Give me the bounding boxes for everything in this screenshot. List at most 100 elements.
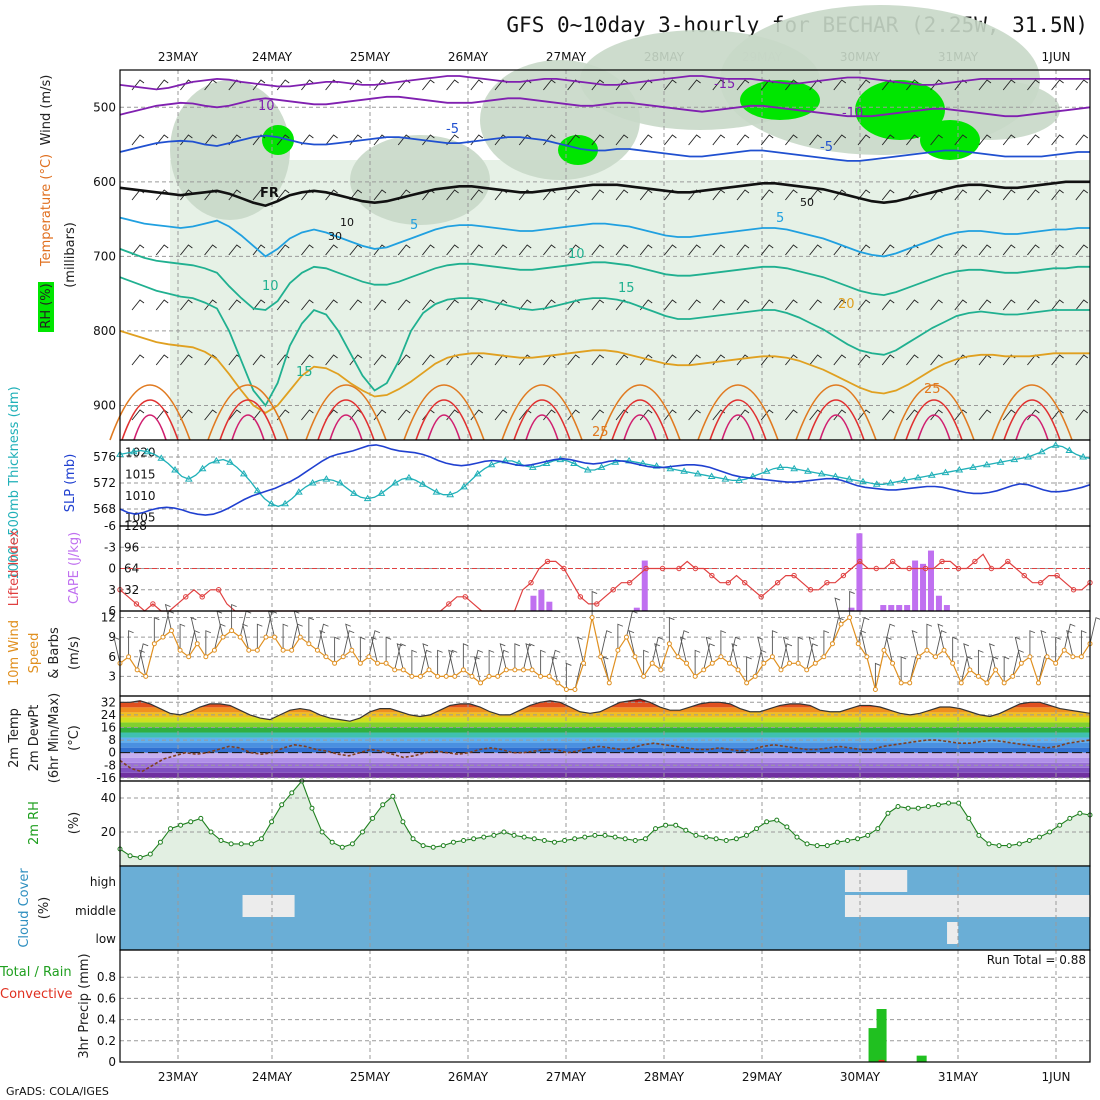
wind-speed-marker	[632, 654, 638, 660]
wind-speed-marker	[1027, 654, 1033, 660]
surface-wind-barb	[113, 636, 121, 664]
wind-barb	[397, 299, 411, 311]
surface-wind-barb	[256, 623, 263, 651]
wind-barb	[954, 409, 968, 421]
wind-barb	[1075, 244, 1089, 256]
rh-area-fill	[120, 781, 1090, 866]
wind-barb	[204, 244, 217, 256]
rh2m-unit-label: (%)	[67, 812, 82, 835]
isotherm-arc	[219, 399, 277, 441]
rh-marker	[410, 836, 416, 842]
rh-marker	[703, 834, 709, 840]
wind-barb	[325, 244, 338, 256]
wind-barb	[131, 409, 145, 421]
precip-bar	[916, 1055, 927, 1062]
wind-barb	[881, 409, 895, 421]
y-tick-label: -3	[104, 540, 116, 554]
wind-speed-marker	[203, 654, 209, 660]
y-tick-label: 12	[101, 611, 116, 625]
isotherm-arc	[317, 399, 375, 441]
contour-label: 10	[258, 99, 275, 114]
wind-barb	[228, 244, 242, 256]
wind-barb	[688, 409, 701, 421]
surface-wind-barb	[342, 630, 355, 657]
wind-barb	[688, 244, 701, 256]
rh-marker	[632, 838, 638, 843]
y-tick-label: 572	[93, 476, 116, 490]
wind-barb	[252, 189, 266, 201]
surface-wind-barb	[576, 636, 584, 664]
wind-barb	[615, 244, 629, 256]
wind-barb	[930, 79, 943, 91]
wind-barb	[615, 354, 629, 366]
contour-label: 20	[838, 297, 855, 312]
date-tick-label: 25MAY	[350, 1070, 391, 1084]
wind-barb	[833, 134, 847, 146]
thickness-marker	[171, 466, 179, 473]
isotherm-arc	[133, 414, 167, 441]
wind-speed-marker	[229, 628, 235, 634]
rh-marker	[541, 838, 547, 843]
rh-marker	[228, 841, 234, 847]
wind-speed-marker	[254, 647, 260, 653]
contour-label: FR	[260, 186, 279, 201]
cape-bar	[927, 550, 934, 611]
temperature-band	[120, 722, 1090, 728]
surface-wind-barb	[368, 630, 381, 657]
wind-barb	[1051, 354, 1064, 366]
rh-marker	[319, 829, 325, 835]
wind-barb	[567, 409, 580, 421]
wind-barb	[446, 299, 459, 311]
cloud-cell	[998, 895, 1010, 917]
thickness-marker	[707, 472, 716, 479]
wind-barb	[180, 354, 193, 366]
surface-wind-barb	[488, 649, 495, 677]
surface-wind-barb	[780, 643, 793, 670]
surface-wind-barb	[1055, 636, 1061, 664]
lifted-marker	[890, 558, 896, 565]
y-tick-label: 3	[108, 669, 116, 683]
wind-speed-marker	[409, 673, 415, 679]
cloud-cell	[242, 895, 254, 917]
wind-speed-marker	[572, 686, 578, 692]
surface-wind-barb	[591, 590, 598, 618]
rh-contour-label: 10	[340, 216, 354, 229]
wind-barb	[760, 409, 774, 421]
y-tick-label: 0	[108, 562, 116, 576]
surface-wind-barb	[911, 630, 919, 657]
cloud-cell	[987, 895, 1000, 917]
surface-wind-barb	[988, 643, 997, 670]
lifted-marker	[133, 601, 140, 607]
wind-barb	[785, 299, 798, 311]
cloud-cell	[855, 895, 867, 917]
rh-shading-green	[262, 125, 294, 155]
surface-wind-barb	[411, 649, 418, 677]
surface-wind-barb	[551, 656, 559, 684]
wind-barb	[978, 189, 992, 201]
wind-speed-marker	[280, 647, 286, 653]
rh-marker	[855, 836, 861, 842]
wind-barb	[615, 79, 629, 91]
cloud-cell	[865, 895, 877, 917]
wind-barb	[543, 244, 556, 256]
rh-marker	[622, 836, 628, 842]
wind-barb	[857, 409, 871, 421]
wind-speed-marker	[761, 660, 767, 666]
cloud-cell	[916, 895, 928, 917]
thickness-marker	[900, 476, 909, 483]
wind-barb	[615, 134, 629, 146]
date-tick-label: 1JUN	[1042, 1070, 1071, 1084]
wind-speed-marker	[512, 667, 518, 673]
wind-barb	[809, 79, 822, 91]
wind-speed-marker	[323, 654, 329, 660]
wind-barb	[930, 354, 943, 366]
y-tick-label: 0	[108, 1055, 116, 1069]
wind-barb	[639, 79, 653, 91]
wind-speed-marker	[469, 673, 475, 679]
cape-bar	[856, 533, 863, 611]
rh-marker	[551, 839, 557, 845]
wind-barb	[1002, 189, 1016, 201]
lifted-marker	[939, 558, 945, 565]
wind-barb	[567, 134, 580, 146]
temperature-band	[120, 717, 1090, 723]
